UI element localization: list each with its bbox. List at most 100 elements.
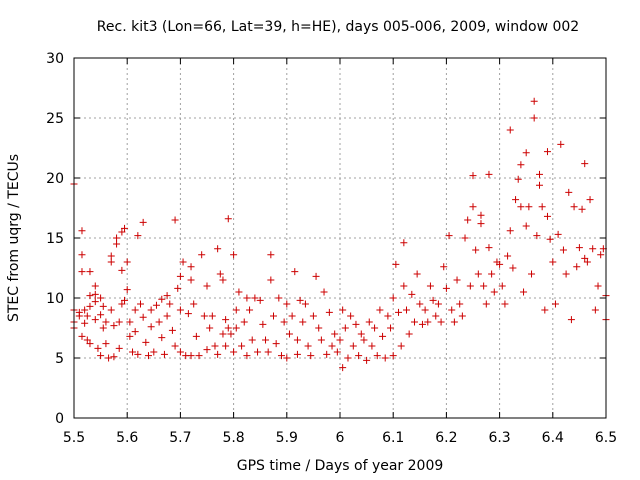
data-point: [559, 246, 567, 254]
y-tick-label: 10: [46, 291, 64, 307]
data-point: [450, 318, 458, 326]
data-point: [126, 332, 134, 340]
data-point: [397, 342, 405, 350]
data-point: [477, 211, 485, 219]
data-point: [216, 270, 224, 278]
grid-lines: [74, 58, 606, 418]
data-point: [320, 288, 328, 296]
data-point: [469, 203, 477, 211]
data-point: [115, 344, 123, 352]
data-point: [543, 148, 551, 156]
data-point: [267, 251, 275, 259]
data-point: [187, 263, 195, 271]
data-point: [99, 302, 107, 310]
data-point: [522, 222, 530, 230]
data-point: [129, 348, 137, 356]
data-point: [105, 354, 113, 362]
data-point: [147, 323, 155, 331]
data-point: [144, 352, 152, 360]
data-point: [224, 324, 232, 332]
data-point: [224, 215, 232, 223]
data-point: [565, 188, 573, 196]
data-point: [434, 300, 442, 308]
data-point: [110, 322, 118, 330]
data-point: [179, 258, 187, 266]
data-point: [158, 295, 166, 303]
data-point: [198, 251, 206, 259]
data-point: [81, 306, 89, 314]
data-point: [525, 203, 533, 211]
data-point: [270, 312, 277, 320]
data-point: [315, 324, 323, 332]
data-point: [581, 254, 589, 262]
x-tick-label: 5.8: [222, 430, 244, 446]
data-point: [469, 172, 477, 180]
data-point: [474, 270, 482, 278]
x-tick-label: 6: [336, 430, 345, 446]
data-point: [517, 161, 525, 169]
y-tick-label: 20: [46, 171, 64, 187]
data-point: [288, 312, 296, 320]
data-point: [137, 300, 144, 308]
data-point: [309, 312, 317, 320]
data-point: [490, 288, 498, 296]
data-point: [208, 312, 216, 320]
data-point: [379, 332, 387, 340]
data-point: [262, 336, 270, 344]
data-point: [512, 196, 520, 204]
data-point: [222, 316, 230, 324]
data-point: [445, 232, 453, 240]
data-point: [91, 282, 99, 290]
data-point: [301, 300, 309, 308]
data-point: [277, 352, 285, 360]
axis-ticks: 5.5 5.6 5.7 5.8 5.9 6 6.1 6.2 6.3 6.4 6.5 0 5 10 15 20 2…: [46, 51, 617, 446]
data-point: [113, 234, 121, 242]
data-point: [328, 342, 336, 350]
data-point: [520, 288, 528, 296]
data-point: [466, 282, 474, 290]
data-point: [283, 354, 291, 362]
data-point: [107, 306, 115, 314]
data-point: [373, 352, 381, 360]
data-point: [567, 316, 575, 324]
data-point: [134, 350, 142, 358]
data-point: [232, 306, 240, 314]
data-point: [389, 294, 397, 302]
data-point: [227, 330, 235, 338]
data-point: [118, 266, 126, 274]
data-point: [91, 298, 99, 306]
data-point: [528, 270, 536, 278]
data-point: [365, 318, 373, 326]
data-point: [296, 296, 304, 304]
data-point: [421, 306, 429, 314]
data-point: [232, 324, 240, 332]
data-point: [78, 251, 86, 259]
data-point: [291, 268, 299, 276]
data-point: [546, 235, 554, 243]
data-point: [557, 140, 565, 148]
data-point: [107, 252, 115, 260]
data-point: [97, 311, 105, 319]
x-tick-label: 6.5: [595, 430, 617, 446]
data-point: [158, 334, 166, 342]
data-point: [78, 268, 86, 276]
data-point: [240, 318, 248, 326]
data-point: [214, 245, 222, 253]
data-point: [573, 263, 581, 271]
data-point: [131, 328, 139, 336]
data-point: [248, 336, 256, 344]
data-point: [530, 97, 538, 105]
data-point: [349, 342, 357, 350]
data-point: [86, 268, 94, 276]
data-point: [94, 344, 102, 352]
data-point: [115, 318, 123, 326]
data-point: [293, 350, 301, 358]
data-point: [339, 364, 347, 372]
data-point: [155, 318, 163, 326]
data-point: [126, 318, 134, 326]
data-point: [168, 326, 176, 334]
data-point: [357, 330, 365, 338]
data-point: [192, 332, 200, 340]
data-point: [538, 203, 546, 211]
data-point: [336, 336, 344, 344]
